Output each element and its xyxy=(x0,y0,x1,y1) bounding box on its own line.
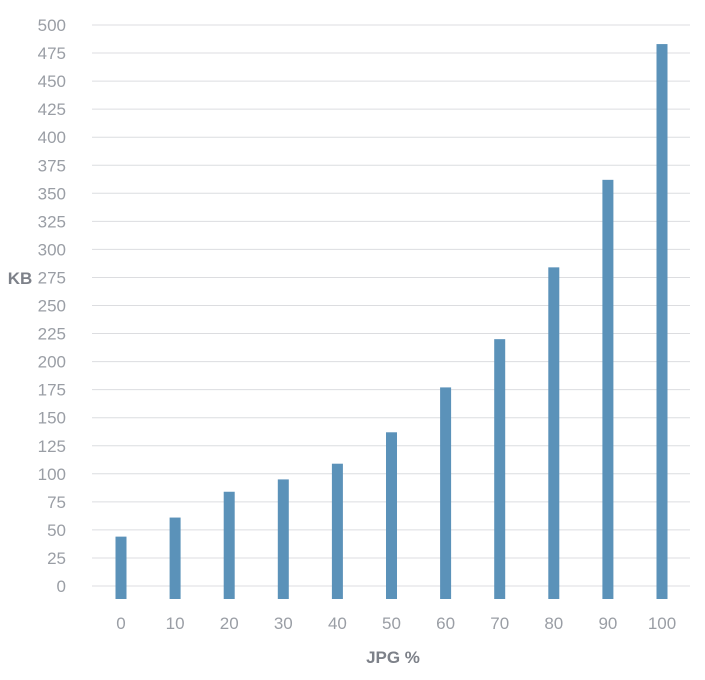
y-tick-label: 25 xyxy=(47,549,66,568)
x-tick-labels: 0 10 20 30 40 50 60 70 80 90 100 xyxy=(116,614,676,633)
x-tick-label: 20 xyxy=(220,614,239,633)
y-tick-label: 225 xyxy=(38,325,66,344)
y-tick-label: 450 xyxy=(38,72,66,91)
y-tick-label: 275 xyxy=(38,268,66,287)
x-axis-title: JPG % xyxy=(366,648,420,667)
y-tick-label: 100 xyxy=(38,465,66,484)
y-tick-label: 200 xyxy=(38,353,66,372)
bar xyxy=(656,44,668,600)
bar xyxy=(548,267,560,599)
y-tick-label: 425 xyxy=(38,100,66,119)
y-tick-label: 175 xyxy=(38,381,66,400)
y-tick-label: 400 xyxy=(38,128,66,147)
x-tick-label: 80 xyxy=(544,614,563,633)
bar xyxy=(223,491,235,599)
x-tick-label: 30 xyxy=(274,614,293,633)
y-tick-label: 375 xyxy=(38,156,66,175)
y-tick-label: 0 xyxy=(57,577,66,596)
bar xyxy=(602,179,614,599)
y-tick-label: 250 xyxy=(38,297,66,316)
bar xyxy=(494,339,506,599)
bar xyxy=(440,387,452,599)
x-tick-label: 40 xyxy=(328,614,347,633)
x-tick-label: 70 xyxy=(490,614,509,633)
y-tick-label: 350 xyxy=(38,184,66,203)
x-tick-label: 50 xyxy=(382,614,401,633)
y-tick-labels: 0 25 50 75 100 125 150 175 200 225 250 275 300 325 350… xyxy=(38,16,66,596)
bars xyxy=(115,44,668,600)
y-axis-title: KB xyxy=(8,269,33,288)
y-tick-label: 125 xyxy=(38,437,66,456)
y-tick-label: 150 xyxy=(38,409,66,428)
bar xyxy=(277,479,289,599)
y-tick-label: 50 xyxy=(47,521,66,540)
y-tick-label: 475 xyxy=(38,44,66,63)
x-tick-label: 10 xyxy=(166,614,185,633)
x-tick-label: 90 xyxy=(598,614,617,633)
grid-lines xyxy=(92,24,690,587)
x-tick-label: 0 xyxy=(116,614,125,633)
bar xyxy=(386,432,397,599)
bar xyxy=(115,536,127,599)
bar xyxy=(169,517,181,599)
y-tick-label: 300 xyxy=(38,240,66,259)
y-tick-label: 325 xyxy=(38,212,66,231)
x-tick-label: 100 xyxy=(648,614,676,633)
x-tick-label: 60 xyxy=(436,614,455,633)
y-tick-label: 500 xyxy=(38,16,66,35)
y-tick-label: 75 xyxy=(47,493,66,512)
bar xyxy=(331,463,343,599)
